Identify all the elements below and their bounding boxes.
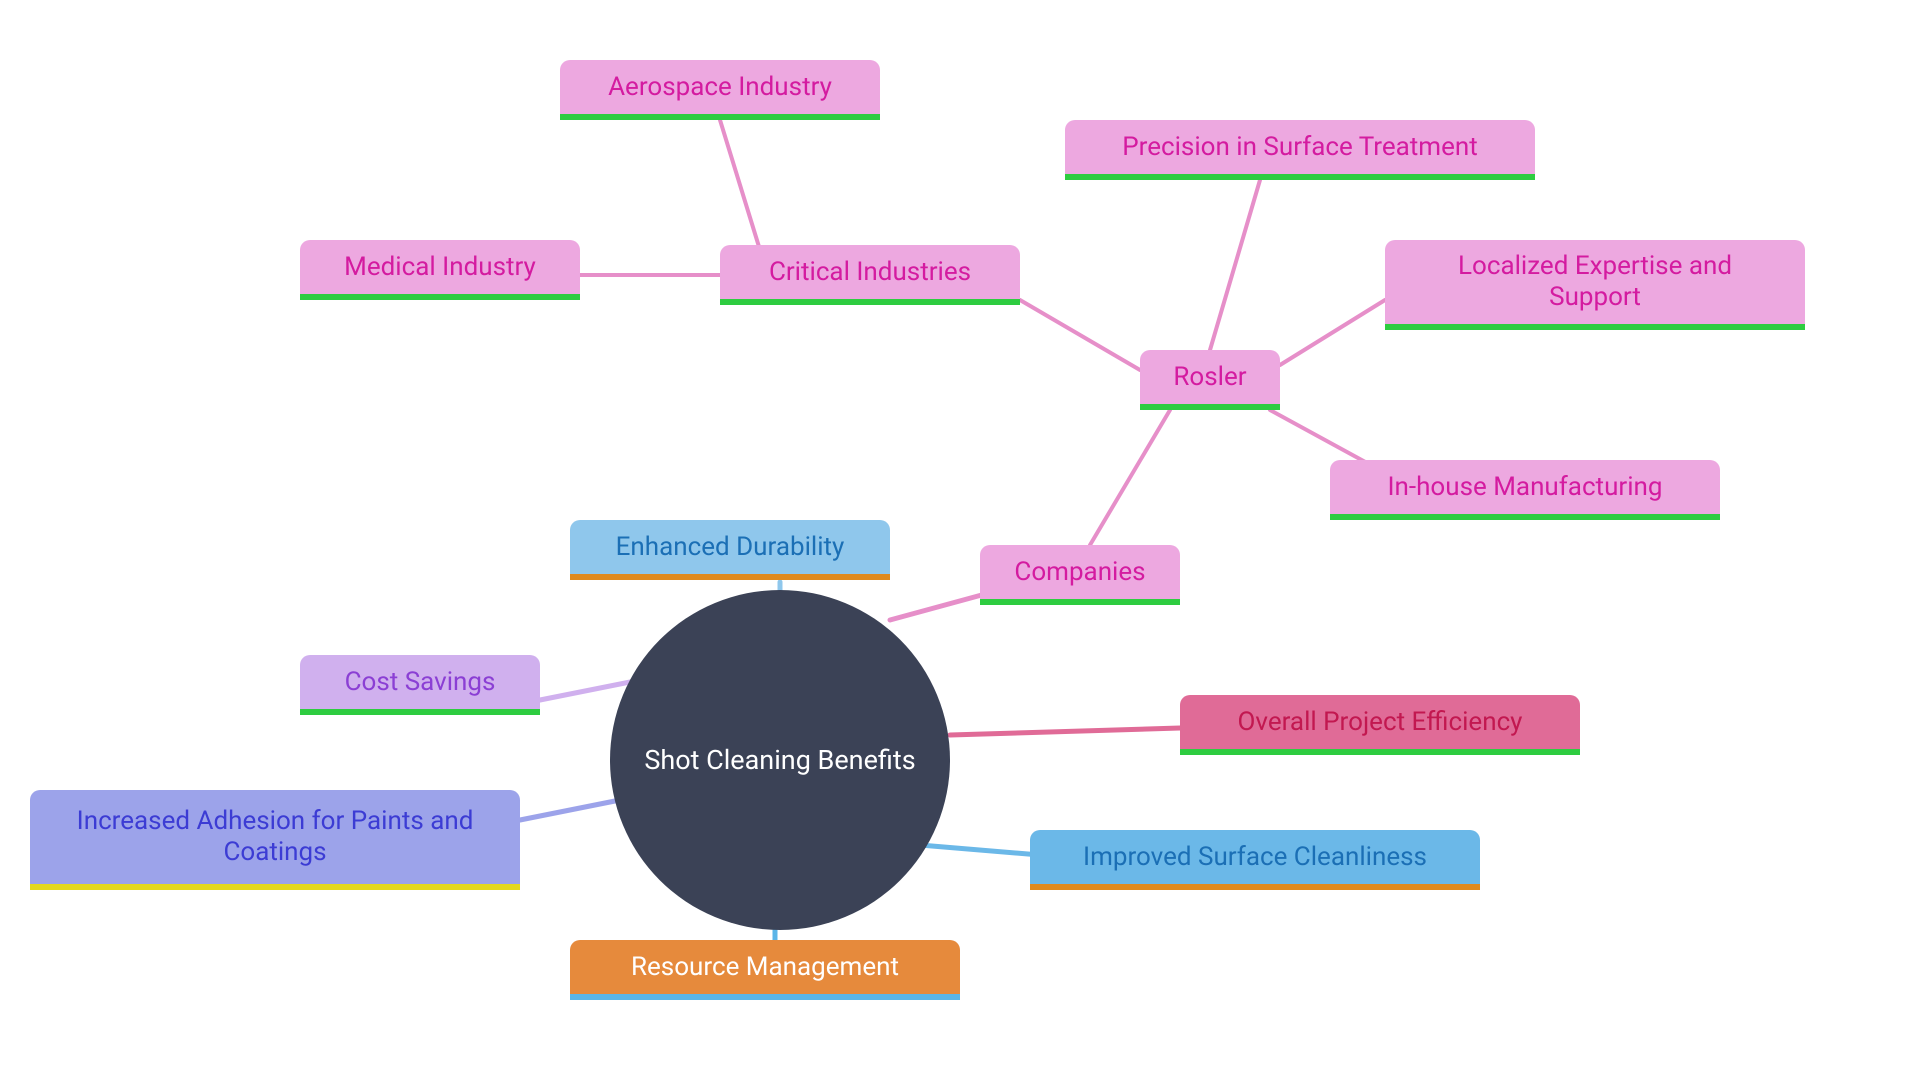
edge-layer	[0, 0, 1920, 1080]
node-durability: Enhanced Durability	[570, 520, 890, 580]
center-node: Shot Cleaning Benefits	[610, 590, 950, 930]
node-label: Enhanced Durability	[616, 532, 845, 562]
edge-critical-aerospace	[720, 120, 760, 250]
node-label: Medical Industry	[344, 252, 536, 282]
node-label: Improved Surface Cleanliness	[1083, 842, 1427, 872]
edge-rosler-companies	[1090, 410, 1170, 545]
node-localized: Localized Expertise and Support	[1385, 240, 1805, 330]
node-label: Cost Savings	[345, 667, 496, 697]
node-label: Rosler	[1173, 362, 1246, 392]
edge-center-adhesion	[520, 800, 620, 820]
node-label: Aerospace Industry	[608, 72, 832, 102]
node-label: Overall Project Efficiency	[1238, 707, 1523, 737]
node-label: In-house Manufacturing	[1387, 472, 1662, 502]
edge-center-cleanliness	[920, 845, 1040, 855]
node-adhesion: Increased Adhesion for Paints and Coatin…	[30, 790, 520, 890]
node-label: Critical Industries	[769, 257, 971, 287]
node-label: Precision in Surface Treatment	[1122, 132, 1478, 162]
node-costsavings: Cost Savings	[300, 655, 540, 715]
node-label: Localized Expertise and Support	[1409, 251, 1781, 313]
edge-rosler-localized	[1280, 300, 1385, 365]
node-label: Increased Adhesion for Paints and Coatin…	[54, 806, 496, 868]
node-cleanliness: Improved Surface Cleanliness	[1030, 830, 1480, 890]
node-companies: Companies	[980, 545, 1180, 605]
center-node-label: Shot Cleaning Benefits	[644, 744, 915, 776]
node-rosler: Rosler	[1140, 350, 1280, 410]
node-medical: Medical Industry	[300, 240, 580, 300]
edge-critical-rosler	[1020, 300, 1140, 370]
node-inhouse: In-house Manufacturing	[1330, 460, 1720, 520]
node-aerospace: Aerospace Industry	[560, 60, 880, 120]
node-efficiency: Overall Project Efficiency	[1180, 695, 1580, 755]
node-precision: Precision in Surface Treatment	[1065, 120, 1535, 180]
node-resource: Resource Management	[570, 940, 960, 1000]
node-label: Companies	[1014, 557, 1145, 587]
edge-center-efficiency	[950, 728, 1180, 735]
edge-rosler-precision	[1210, 180, 1260, 350]
node-critical: Critical Industries	[720, 245, 1020, 305]
node-label: Resource Management	[631, 952, 899, 982]
